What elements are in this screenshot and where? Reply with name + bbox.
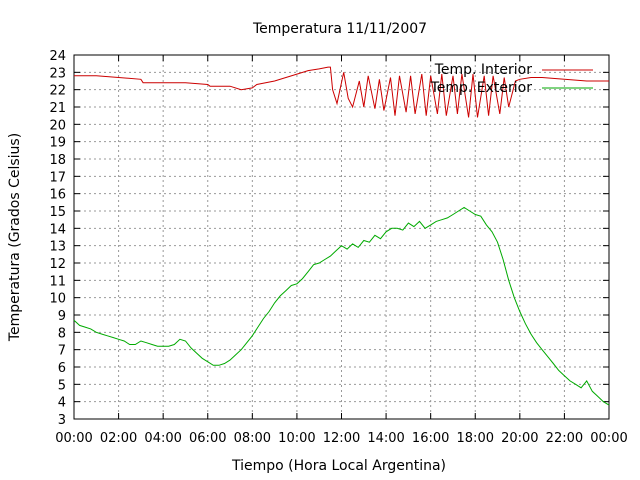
y-tick-label: 23 — [49, 66, 66, 81]
legend: Temp. Interior Temp. Exterior — [430, 62, 593, 96]
series-line-exterior — [73, 206, 610, 406]
y-tick-label: 15 — [49, 205, 66, 220]
x-tick-label: 02:00 — [100, 431, 137, 446]
y-tick-label: 6 — [58, 361, 66, 376]
x-tick-label: 00:00 — [590, 431, 627, 446]
y-tick-label: 20 — [49, 118, 66, 133]
y-tick-label: 21 — [49, 101, 66, 116]
series-group — [73, 66, 610, 406]
axis-ticks: 3 4 5 6 7 8 9 10 11 12 13 14 15 16 17 18 19 20 21 22 23 24 00:… — [49, 49, 627, 446]
y-tick-label: 5 — [58, 378, 66, 393]
y-tick-label: 10 — [49, 292, 66, 307]
y-tick-label: 16 — [49, 188, 66, 203]
y-tick-label: 11 — [49, 274, 66, 289]
y-tick-label: 18 — [49, 153, 66, 168]
legend-label-exterior: Temp. Exterior — [430, 80, 533, 96]
x-tick-label: 12:00 — [323, 431, 360, 446]
x-tick-label: 16:00 — [412, 431, 449, 446]
y-tick-label: 8 — [58, 326, 66, 341]
x-axis-label: Tiempo (Hora Local Argentina) — [231, 458, 446, 474]
y-tick-label: 9 — [58, 309, 66, 324]
y-tick-label: 22 — [49, 84, 66, 99]
y-tick-label: 19 — [49, 136, 66, 151]
x-tick-label: 10:00 — [278, 431, 315, 446]
grid — [74, 55, 609, 419]
y-tick-label: 24 — [49, 49, 66, 64]
y-tick-label: 12 — [49, 257, 66, 272]
x-tick-label: 22:00 — [546, 431, 583, 446]
x-tick-label: 06:00 — [189, 431, 226, 446]
x-tick-label: 00:00 — [55, 431, 92, 446]
series-line-interior — [74, 66, 609, 118]
x-tick-label: 04:00 — [144, 431, 181, 446]
y-tick-label: 17 — [49, 170, 66, 185]
x-tick-label: 08:00 — [234, 431, 271, 446]
y-axis-label: Temperatura (Grados Celsius) — [7, 133, 23, 342]
x-tick-label: 18:00 — [457, 431, 494, 446]
y-tick-label: 13 — [49, 240, 66, 255]
y-tick-label: 3 — [58, 413, 66, 428]
x-tick-label: 14:00 — [367, 431, 404, 446]
y-tick-label: 7 — [58, 344, 66, 359]
legend-label-interior: Temp. Interior — [434, 62, 533, 78]
y-tick-label: 4 — [58, 396, 66, 411]
x-tick-label: 20:00 — [501, 431, 538, 446]
y-tick-label: 14 — [49, 222, 66, 237]
chart-title: Temperatura 11/11/2007 — [252, 21, 427, 37]
